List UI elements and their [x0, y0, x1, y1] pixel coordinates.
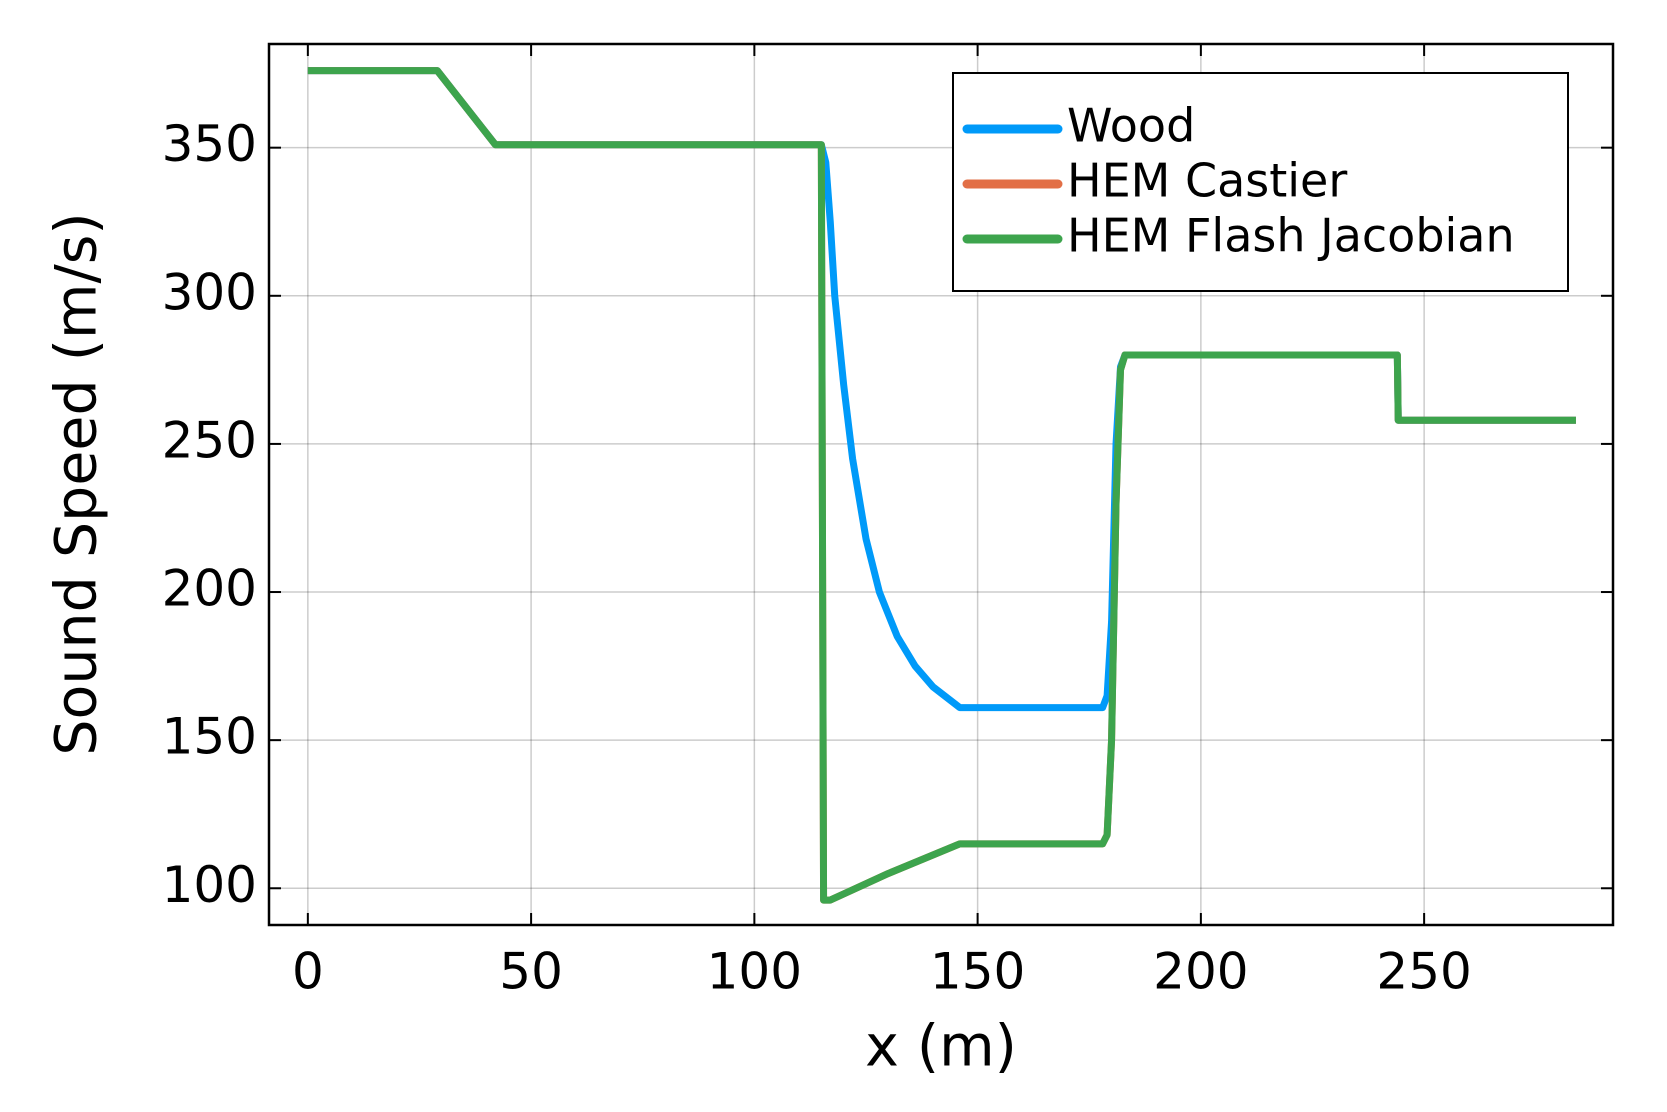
legend-label: HEM Castier [1067, 154, 1347, 208]
y-tick-label: 150 [162, 708, 257, 766]
x-axis-label: x (m) [865, 1014, 1017, 1080]
y-tick-label: 250 [162, 411, 257, 469]
x-tick-label: 250 [1376, 943, 1471, 1001]
y-tick-label: 300 [162, 263, 257, 321]
x-tick-label: 50 [499, 943, 563, 1001]
y-tick-label: 350 [162, 115, 257, 173]
y-axis-label: Sound Speed (m/s) [44, 212, 110, 755]
x-tick-label: 200 [1153, 943, 1248, 1001]
x-tick-label: 100 [707, 943, 802, 1001]
x-tick-label: 150 [930, 943, 1025, 1001]
line-series [307, 67, 1576, 904]
x-tick-label: 0 [292, 943, 324, 1001]
legend-label: HEM Flash Jacobian [1067, 209, 1515, 263]
y-tick-label: 200 [162, 560, 257, 618]
y-tick-label: 100 [162, 856, 257, 914]
legend-label: Wood [1067, 99, 1195, 153]
plot-frame [267, 42, 1615, 927]
